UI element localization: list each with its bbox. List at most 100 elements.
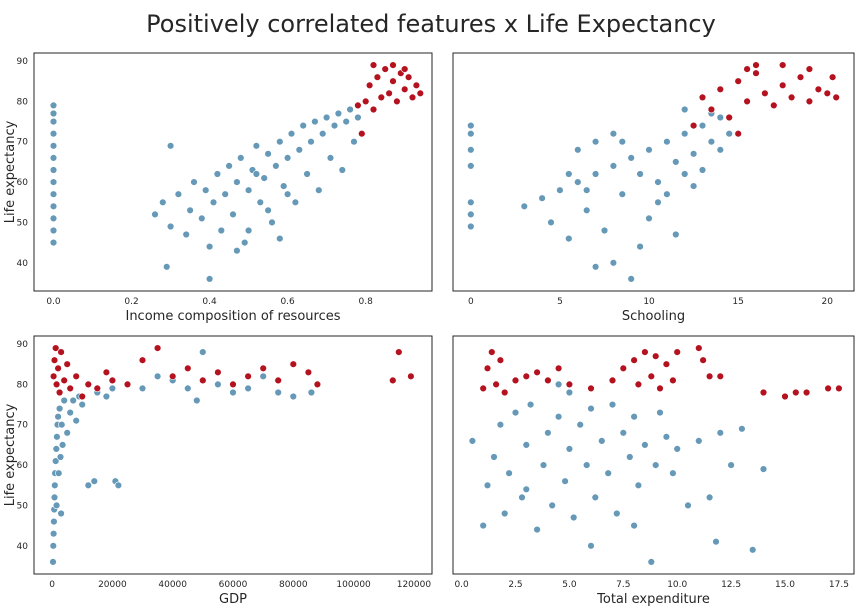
data-point xyxy=(72,372,80,380)
data-point xyxy=(304,368,313,376)
data-point xyxy=(591,493,599,502)
data-point xyxy=(389,61,397,69)
data-point xyxy=(412,81,421,90)
data-point xyxy=(707,138,716,146)
x-tick-label: 15.0 xyxy=(775,580,795,590)
data-point xyxy=(591,138,600,146)
data-point xyxy=(53,433,61,441)
data-point xyxy=(151,210,159,219)
data-point xyxy=(672,230,680,239)
data-point xyxy=(256,198,264,207)
data-point xyxy=(761,89,769,98)
x-tick-label: 10.0 xyxy=(667,580,687,590)
series-2 xyxy=(689,61,840,138)
data-point xyxy=(608,376,617,385)
data-point xyxy=(547,218,555,227)
data-point xyxy=(49,238,58,247)
data-point xyxy=(52,445,60,453)
data-point xyxy=(354,101,362,110)
x-tick-label: 0.2 xyxy=(124,297,138,307)
data-point xyxy=(574,178,582,186)
data-point xyxy=(389,77,397,85)
data-point xyxy=(802,388,811,397)
data-point xyxy=(716,85,724,94)
x-tick-label: 17.5 xyxy=(829,580,849,590)
y-tick-label: 40 xyxy=(17,259,29,269)
data-point xyxy=(598,437,606,445)
data-point xyxy=(645,146,653,154)
subplot-2: 0 5 10 15 20 Schooling xyxy=(452,52,855,324)
data-point xyxy=(342,117,350,126)
x-tick-label: 80000 xyxy=(279,580,308,590)
x-tick-label: 10 xyxy=(643,297,655,307)
data-point xyxy=(108,376,117,385)
data-point xyxy=(93,384,102,393)
data-point xyxy=(569,513,578,522)
data-point xyxy=(63,360,71,368)
plot-frame xyxy=(33,52,433,292)
data-point xyxy=(619,364,627,372)
data-point xyxy=(634,481,643,489)
data-point xyxy=(522,441,530,449)
data-point xyxy=(651,352,660,360)
data-point xyxy=(770,101,778,110)
data-point xyxy=(548,501,556,510)
data-point xyxy=(743,65,751,73)
data-point xyxy=(241,238,249,247)
data-point xyxy=(102,392,111,401)
data-point xyxy=(54,413,62,421)
y-tick-label: 70 xyxy=(17,138,29,148)
data-point xyxy=(274,376,282,385)
data-point xyxy=(636,242,644,251)
data-point xyxy=(613,509,621,518)
data-point xyxy=(56,453,65,461)
data-point xyxy=(609,162,618,170)
data-point xyxy=(289,392,297,401)
data-point xyxy=(229,388,237,397)
data-point xyxy=(618,190,626,198)
data-point xyxy=(395,348,403,356)
x-tick-label: 20000 xyxy=(98,580,127,590)
data-point xyxy=(358,130,366,138)
data-point xyxy=(184,364,192,372)
y-tick-label: 60 xyxy=(17,461,29,471)
data-point xyxy=(260,174,268,182)
data-point xyxy=(84,380,93,389)
data-point xyxy=(401,85,409,94)
data-point xyxy=(662,360,671,368)
data-point xyxy=(166,142,175,150)
data-point xyxy=(319,130,327,138)
data-point xyxy=(354,113,362,122)
data-point xyxy=(501,509,509,518)
series-2 xyxy=(49,344,415,401)
data-point xyxy=(244,226,253,235)
data-point xyxy=(313,380,322,389)
data-point xyxy=(796,73,805,81)
data-point xyxy=(645,214,653,223)
data-point xyxy=(522,372,530,380)
x-tick-label: 0.0 xyxy=(46,297,61,307)
data-point xyxy=(654,198,662,207)
data-point xyxy=(787,93,796,102)
data-point xyxy=(479,521,487,530)
data-point xyxy=(591,170,600,178)
data-point xyxy=(748,546,757,554)
data-point xyxy=(49,372,58,380)
data-point xyxy=(49,101,58,110)
data-point xyxy=(217,226,226,235)
series-1 xyxy=(468,380,768,566)
data-point xyxy=(698,93,707,102)
data-point xyxy=(778,61,787,69)
data-point xyxy=(716,146,724,154)
data-point xyxy=(138,356,147,364)
data-point xyxy=(49,202,58,211)
data-point xyxy=(778,81,787,90)
x-axis-label: Schooling xyxy=(622,309,685,324)
data-point xyxy=(716,429,724,437)
data-point xyxy=(654,178,662,186)
data-point xyxy=(828,73,837,81)
data-point xyxy=(182,230,190,239)
x-tick-label: 40000 xyxy=(158,580,187,590)
series-1 xyxy=(49,348,316,566)
